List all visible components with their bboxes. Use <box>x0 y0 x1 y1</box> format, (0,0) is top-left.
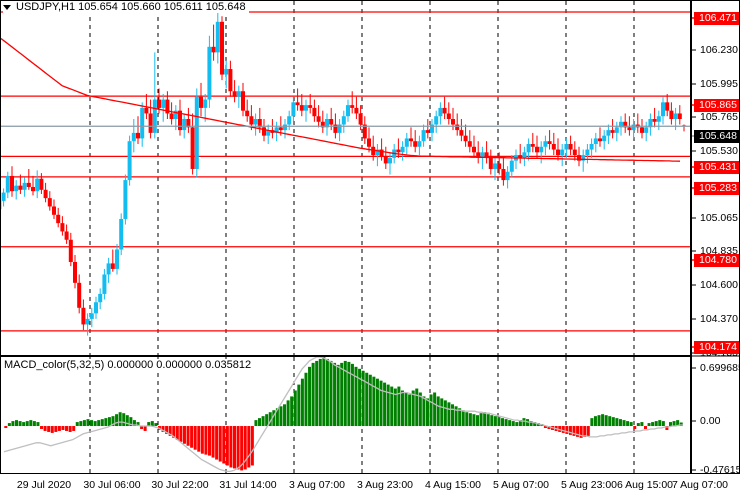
time-axis-label: 5 Aug 07:00 <box>492 479 550 491</box>
price-chart-panel[interactable] <box>0 0 691 356</box>
macd-tick-label: 0.699685 <box>700 362 740 374</box>
time-axis-label: 7 Aug 07:00 <box>671 479 729 491</box>
current-price-badge[interactable]: 105.648 <box>694 130 739 143</box>
price-tick-label: 106.230 <box>700 44 738 56</box>
price-level-badge[interactable]: 104.174 <box>694 341 739 354</box>
time-axis-label: 5 Aug 23:00 <box>560 479 618 491</box>
macd-tick-label: 0.00 <box>700 415 721 427</box>
chevron-down-icon[interactable] <box>3 3 12 12</box>
price-tick-label: 104.835 <box>700 245 738 257</box>
time-axis[interactable]: 29 Jul 2020 30 Jul 06:00 30 Jul 22:00 31 Ju… <box>0 474 740 500</box>
price-scale[interactable]: 106.230 105.995 105.765 105.530 105.065 104.8… <box>691 0 740 474</box>
macd-tick-label: -0.476155 <box>700 464 739 474</box>
price-chart-canvas <box>1 1 690 355</box>
price-tick-label: 105.765 <box>700 111 738 123</box>
time-axis-label: 29 Jul 2020 <box>16 479 72 491</box>
symbol-ohlc-label: USDJPY,H1 105.654 105.660 105.611 105.64… <box>16 1 246 13</box>
time-axis-label: 3 Aug 07:00 <box>288 479 346 491</box>
price-tick-label: 104.370 <box>700 313 738 325</box>
time-axis-label: 30 Jul 22:00 <box>151 479 209 491</box>
price-level-badge[interactable]: 105.865 <box>694 99 739 112</box>
price-scale-ticks <box>692 17 739 471</box>
price-level-badge[interactable]: 105.283 <box>694 182 739 195</box>
time-axis-label: 31 Jul 14:00 <box>219 479 277 491</box>
macd-indicator-panel[interactable] <box>0 356 691 474</box>
macd-indicator-label: MACD_color(5,32,5) 0.000000 0.000000 0.0… <box>4 359 254 371</box>
time-axis-label: 4 Aug 15:00 <box>424 479 482 491</box>
price-level-badge[interactable]: 104.780 <box>694 254 739 267</box>
price-tick-label: 105.530 <box>700 145 738 157</box>
time-axis-label: 3 Aug 23:00 <box>356 479 414 491</box>
symbol-header[interactable]: USDJPY,H1 105.654 105.660 105.611 105.64… <box>3 1 249 13</box>
macd-chart-canvas <box>3 357 683 473</box>
time-axis-label: 6 Aug 15:00 <box>616 479 674 491</box>
price-tick-label: 104.600 <box>700 279 738 291</box>
price-tick-label: 105.065 <box>700 212 738 224</box>
price-level-badge[interactable]: 105.431 <box>694 161 739 174</box>
price-tick-label: 105.995 <box>700 78 738 90</box>
time-axis-label: 30 Jul 06:00 <box>83 479 141 491</box>
price-level-badge[interactable]: 106.471 <box>694 12 739 25</box>
